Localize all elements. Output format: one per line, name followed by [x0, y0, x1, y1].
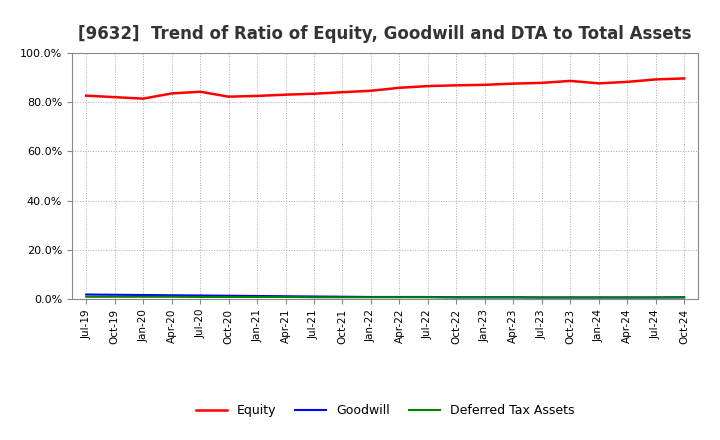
Deferred Tax Assets — [338, 295, 347, 300]
Deferred Tax Assets — [452, 295, 461, 300]
Deferred Tax Assets — [225, 294, 233, 300]
Deferred Tax Assets — [423, 295, 432, 300]
Deferred Tax Assets — [395, 295, 404, 300]
Goodwill — [167, 293, 176, 298]
Deferred Tax Assets — [623, 295, 631, 300]
Equity — [82, 93, 91, 98]
Deferred Tax Assets — [480, 295, 489, 300]
Goodwill — [338, 294, 347, 299]
Goodwill — [452, 295, 461, 300]
Goodwill — [196, 293, 204, 298]
Equity — [366, 88, 375, 93]
Equity — [623, 79, 631, 84]
Deferred Tax Assets — [282, 294, 290, 300]
Legend: Equity, Goodwill, Deferred Tax Assets: Equity, Goodwill, Deferred Tax Assets — [191, 399, 580, 422]
Line: Equity: Equity — [86, 78, 684, 99]
Deferred Tax Assets — [566, 295, 575, 300]
Goodwill — [225, 293, 233, 298]
Deferred Tax Assets — [509, 295, 518, 300]
Deferred Tax Assets — [196, 294, 204, 300]
Equity — [338, 90, 347, 95]
Goodwill — [566, 295, 575, 300]
Goodwill — [366, 294, 375, 300]
Goodwill — [652, 295, 660, 300]
Deferred Tax Assets — [366, 295, 375, 300]
Equity — [652, 77, 660, 82]
Deferred Tax Assets — [110, 294, 119, 299]
Equity — [196, 89, 204, 94]
Equity — [595, 81, 603, 86]
Goodwill — [623, 295, 631, 300]
Equity — [167, 91, 176, 96]
Deferred Tax Assets — [310, 295, 318, 300]
Line: Goodwill: Goodwill — [86, 294, 684, 297]
Equity — [537, 80, 546, 85]
Deferred Tax Assets — [139, 294, 148, 299]
Deferred Tax Assets — [253, 294, 261, 300]
Goodwill — [595, 295, 603, 300]
Deferred Tax Assets — [680, 295, 688, 300]
Goodwill — [509, 295, 518, 300]
Goodwill — [110, 292, 119, 297]
Equity — [480, 82, 489, 88]
Deferred Tax Assets — [652, 295, 660, 300]
Equity — [423, 84, 432, 89]
Goodwill — [139, 292, 148, 297]
Goodwill — [680, 295, 688, 300]
Goodwill — [253, 293, 261, 299]
Deferred Tax Assets — [537, 295, 546, 300]
Equity — [395, 85, 404, 91]
Equity — [139, 96, 148, 101]
Equity — [253, 93, 261, 99]
Equity — [452, 83, 461, 88]
Deferred Tax Assets — [82, 294, 91, 299]
Deferred Tax Assets — [167, 294, 176, 299]
Equity — [680, 76, 688, 81]
Goodwill — [82, 292, 91, 297]
Goodwill — [537, 295, 546, 300]
Equity — [566, 78, 575, 84]
Title: [9632]  Trend of Ratio of Equity, Goodwill and DTA to Total Assets: [9632] Trend of Ratio of Equity, Goodwil… — [78, 25, 692, 43]
Goodwill — [310, 294, 318, 299]
Goodwill — [423, 294, 432, 300]
Equity — [310, 91, 318, 96]
Goodwill — [282, 293, 290, 299]
Goodwill — [480, 295, 489, 300]
Goodwill — [395, 294, 404, 300]
Equity — [110, 95, 119, 100]
Equity — [509, 81, 518, 86]
Equity — [282, 92, 290, 97]
Equity — [225, 94, 233, 99]
Deferred Tax Assets — [595, 295, 603, 300]
